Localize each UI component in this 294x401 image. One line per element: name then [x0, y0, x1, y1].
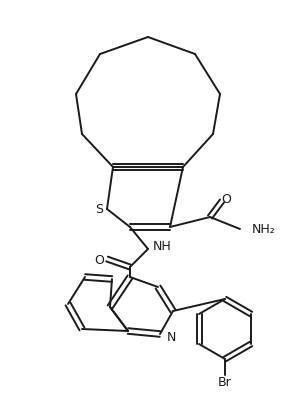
Text: NH: NH: [153, 240, 172, 253]
Text: O: O: [94, 253, 104, 266]
Text: NH₂: NH₂: [252, 223, 276, 236]
Text: O: O: [221, 193, 231, 206]
Text: S: S: [95, 203, 103, 216]
Text: Br: Br: [218, 376, 232, 389]
Text: N: N: [167, 331, 176, 344]
